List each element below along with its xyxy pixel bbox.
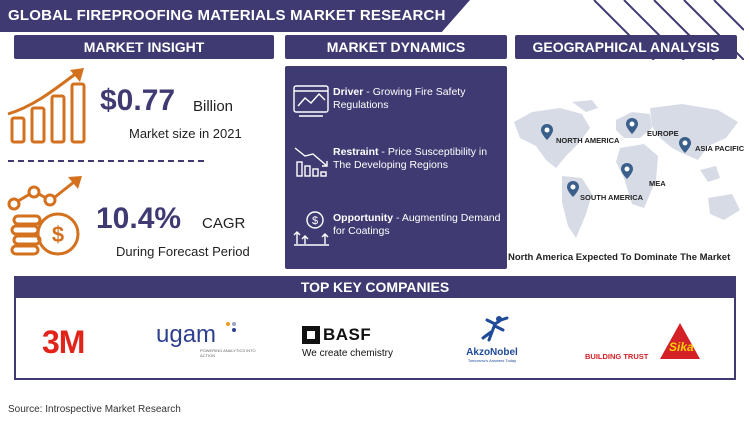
chart-dashboard-icon bbox=[293, 85, 329, 117]
insight-divider bbox=[8, 160, 204, 162]
cagr-label: CAGR bbox=[202, 215, 246, 232]
label-north-america: NORTH AMERICA bbox=[556, 136, 620, 145]
pin-north-america-icon bbox=[541, 124, 553, 140]
ugam-tagline: POWERING ANALYTICS INTO ACTION bbox=[200, 348, 256, 358]
declining-chart-icon bbox=[294, 147, 328, 177]
section-market-dynamics: MARKET DYNAMICS bbox=[285, 35, 507, 59]
cagr-caption: During Forecast Period bbox=[116, 244, 250, 259]
dynamics-opportunity: $ Opportunity - Augmenting Demand for Co… bbox=[291, 208, 503, 248]
akzonobel-wordmark: AkzoNobel bbox=[466, 347, 518, 358]
market-size-value: $0.77 bbox=[100, 84, 176, 117]
basf-wordmark: BASF bbox=[323, 325, 372, 344]
svg-text:$: $ bbox=[52, 222, 64, 247]
restraint-label: Restraint bbox=[333, 146, 379, 158]
logo-sika: Sika bbox=[660, 323, 700, 359]
label-mea: MEA bbox=[649, 179, 666, 188]
logo-akzonobel: AkzoNobel Tomorrow's Answers Today bbox=[458, 316, 526, 363]
pin-asia-pacific-icon bbox=[679, 137, 691, 153]
basf-tagline: We create chemistry bbox=[302, 348, 393, 359]
akzonobel-figure-icon bbox=[481, 316, 509, 342]
opportunity-text: - Augmenting Demand for Coatings bbox=[333, 212, 501, 237]
label-europe: EUROPE bbox=[647, 129, 679, 138]
driver-text: - Growing Fire Safety Regulations bbox=[333, 86, 466, 111]
geo-caption: North America Expected To Dominate The M… bbox=[508, 252, 731, 263]
sika-wordmark: Sika bbox=[669, 340, 694, 354]
pin-europe-icon bbox=[626, 118, 638, 134]
ugam-dots-icon bbox=[226, 322, 236, 332]
page-title: GLOBAL FIREPROOFING MATERIALS MARKET RES… bbox=[0, 0, 470, 32]
restraint-text: - Price Susceptibility in The Developing… bbox=[333, 146, 488, 171]
opportunity-label: Opportunity bbox=[333, 212, 394, 224]
logo-ugam: ugam POWERING ANALYTICS INTO ACTION bbox=[156, 321, 260, 359]
sika-tagline: BUILDING TRUST bbox=[585, 352, 649, 361]
section-market-insight: MARKET INSIGHT bbox=[14, 35, 274, 59]
pin-mea-icon bbox=[621, 163, 633, 179]
label-south-america: SOUTH AMERICA bbox=[580, 193, 644, 202]
section-top-key-companies: TOP KEY COMPANIES bbox=[14, 276, 736, 298]
source-note: Source: Introspective Market Research bbox=[8, 404, 181, 415]
basf-square-icon bbox=[302, 326, 320, 344]
label-asia-pacific: ASIA PACIFIC bbox=[695, 144, 745, 153]
dynamics-restraint: Restraint - Price Susceptibility in The … bbox=[291, 142, 503, 182]
cagr-value: 10.4% bbox=[96, 202, 182, 235]
svg-text:$: $ bbox=[312, 215, 318, 227]
logo-basf: BASF We create chemistry bbox=[302, 325, 393, 359]
market-dynamics-panel: Driver - Growing Fire Safety Regulations… bbox=[285, 66, 507, 269]
coin-growth-icon: $ bbox=[7, 176, 82, 256]
market-size-unit: Billion bbox=[193, 98, 234, 115]
akzonobel-tagline: Tomorrow's Answers Today bbox=[467, 358, 517, 363]
pin-south-america-icon bbox=[567, 181, 579, 197]
growth-bar-chart-icon bbox=[7, 68, 86, 144]
ugam-wordmark: ugam bbox=[156, 321, 217, 348]
companies-panel bbox=[14, 276, 736, 380]
driver-label: Driver bbox=[333, 86, 364, 98]
rising-dollar-icon: $ bbox=[293, 211, 329, 246]
logo-3m: 3M bbox=[42, 324, 85, 360]
dynamics-driver: Driver - Growing Fire Safety Regulations bbox=[291, 82, 503, 122]
sika-triangle-icon bbox=[660, 323, 700, 359]
market-size-caption: Market size in 2021 bbox=[129, 126, 242, 141]
section-geographical-analysis: GEOGRAPHICAL ANALYSIS bbox=[515, 35, 737, 59]
